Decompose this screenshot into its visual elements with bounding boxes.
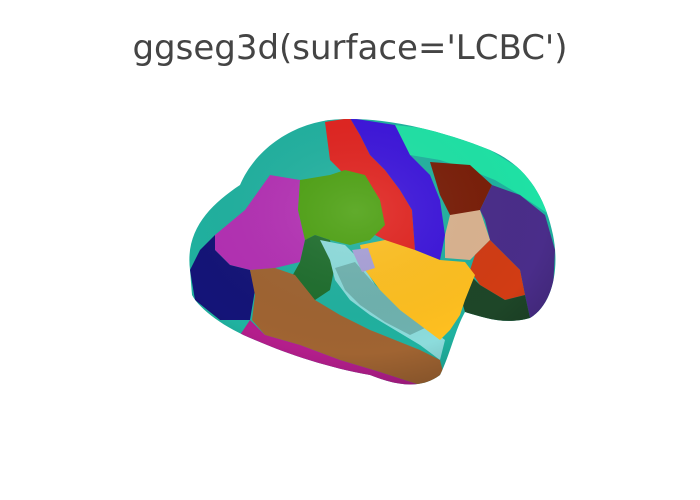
plot-title: ggseg3d(surface='LCBC') [132,28,568,68]
